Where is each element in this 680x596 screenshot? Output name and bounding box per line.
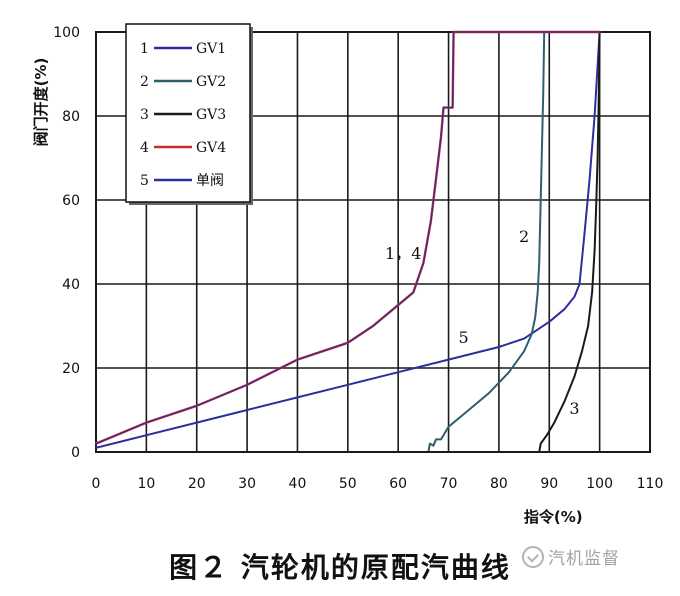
- series-layer: [94, 30, 601, 453]
- legend-label: GV3: [196, 107, 226, 123]
- series-line-gv2: [95, 31, 546, 453]
- x-tick-labels: 0 10 20 30 40 50 60 70 80 90 100 110: [92, 476, 664, 492]
- chart: 0 10 20 30 40 50 60 70 80 90 100 110 0 20 40 60 80 100 1…: [0, 0, 680, 546]
- legend-label: GV2: [196, 74, 226, 90]
- legend-number: 1: [140, 41, 149, 57]
- legend: 1 GV1 2 GV2 3 GV3 4 GV4 5 单阀: [125, 23, 253, 205]
- x-tick-label: 20: [188, 476, 206, 492]
- legend-label: 单阀: [196, 173, 224, 189]
- y-tick-label: 40: [62, 277, 80, 293]
- x-axis-label: 指令(%): [524, 508, 583, 526]
- x-tick-label: 10: [137, 476, 155, 492]
- curve-annotation: 1，4: [385, 244, 421, 263]
- watermark-text: 汽机监督: [548, 549, 620, 569]
- x-tick-label: 0: [92, 476, 101, 492]
- series-line-single: [95, 31, 601, 449]
- figure-caption: 图２ 汽轮机的原配汽曲线: [169, 551, 511, 584]
- legend-number: 3: [140, 107, 149, 123]
- curve-annotation: 5: [459, 328, 469, 347]
- y-tick-label: 20: [62, 361, 80, 377]
- x-tick-label: 110: [637, 476, 664, 492]
- y-tick-label: 100: [53, 25, 80, 41]
- x-tick-label: 100: [586, 476, 613, 492]
- watermark: 汽机监督: [522, 544, 620, 569]
- legend-label: GV1: [196, 41, 226, 57]
- x-tick-label: 30: [238, 476, 256, 492]
- x-tick-label: 50: [339, 476, 357, 492]
- annotations: 1，4 2 5 3: [385, 227, 580, 418]
- legend-label: GV4: [196, 140, 226, 156]
- legend-number: 4: [140, 140, 149, 156]
- x-tick-label: 40: [289, 476, 307, 492]
- x-tick-label: 80: [490, 476, 508, 492]
- y-axis-label: 阀门开度(%): [32, 58, 50, 147]
- y-tick-label: 0: [71, 445, 80, 461]
- chart-background: [0, 0, 680, 546]
- x-tick-label: 60: [389, 476, 407, 492]
- legend-number: 5: [140, 173, 149, 189]
- y-tick-label: 80: [62, 109, 80, 125]
- legend-number: 2: [140, 74, 149, 90]
- x-tick-label: 70: [440, 476, 458, 492]
- curve-annotation: 3: [569, 399, 579, 418]
- y-tick-labels: 0 20 40 60 80 100: [53, 25, 80, 461]
- curve-annotation: 2: [519, 227, 529, 246]
- wechat-icon: [522, 546, 544, 568]
- x-tick-label: 90: [540, 476, 558, 492]
- series-line-gv3: [95, 31, 601, 453]
- series-line-gv1: [95, 31, 601, 445]
- y-tick-label: 60: [62, 193, 80, 209]
